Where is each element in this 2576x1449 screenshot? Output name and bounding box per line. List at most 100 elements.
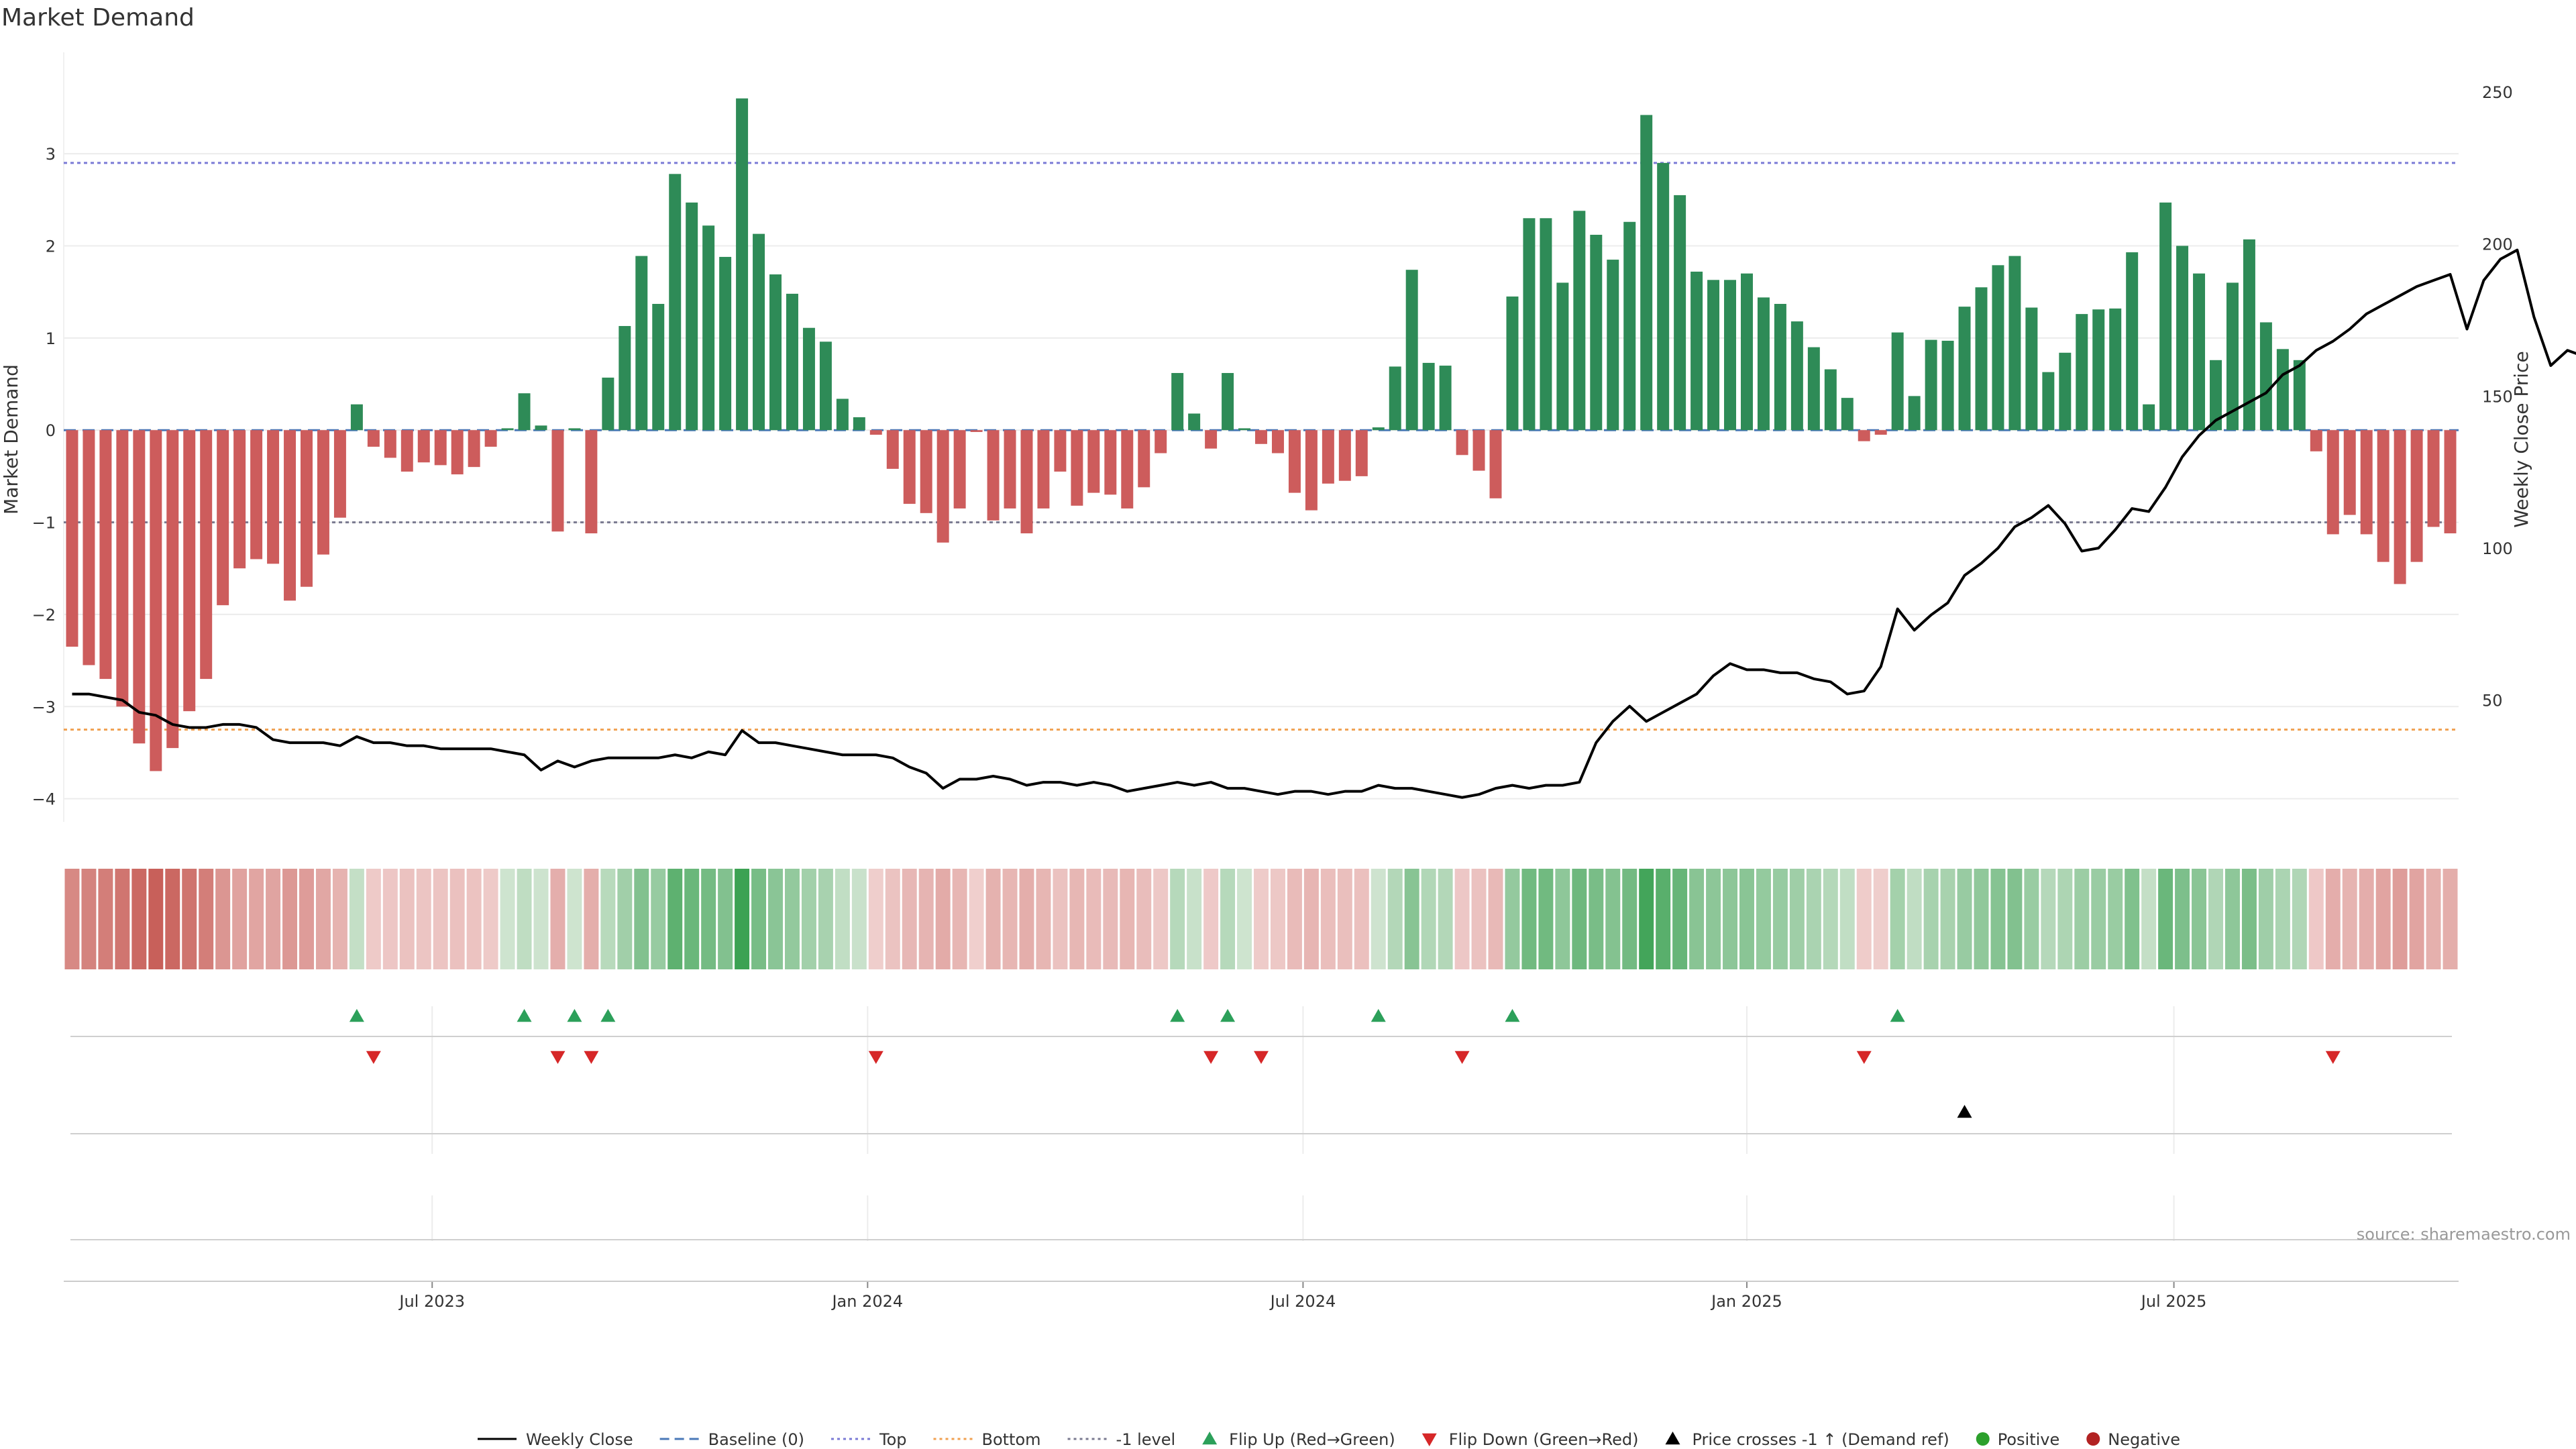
heat-cell <box>1739 869 1754 969</box>
demand-bar <box>970 430 983 432</box>
demand-bar <box>2059 352 2072 431</box>
heat-cell <box>1639 869 1654 969</box>
flip-up-marker <box>349 1009 364 1022</box>
y-tick-label: −3 <box>32 698 56 716</box>
y2-tick-label: 150 <box>2482 387 2513 406</box>
legend-label: Positive <box>1998 1430 2060 1449</box>
demand-bar <box>384 430 396 458</box>
demand-bar <box>886 430 899 469</box>
heat-cell <box>2041 869 2056 969</box>
heat-cell <box>1622 869 1638 969</box>
heat-cell <box>1907 869 1922 969</box>
demand-bar <box>819 341 832 431</box>
x-tick-label: Jan 2025 <box>1710 1292 1782 1311</box>
heat-cell <box>600 869 616 969</box>
demand-bar <box>434 430 447 466</box>
heat-cell <box>1672 869 1688 969</box>
demand-bar <box>2159 202 2172 431</box>
heat-cell <box>2308 869 2324 969</box>
demand-bar <box>602 377 614 431</box>
demand-bar <box>284 430 297 601</box>
legend-label: -1 level <box>1116 1430 1176 1449</box>
heat-cell <box>299 869 314 969</box>
demand-bar <box>2143 404 2155 431</box>
demand-bar <box>1607 260 1619 431</box>
heat-cell <box>1103 869 1118 969</box>
demand-heat-strip <box>64 869 2458 969</box>
heat-cell <box>1002 869 1018 969</box>
heat-cell <box>1689 869 1705 969</box>
heat-cell <box>282 869 298 969</box>
heat-cell <box>2342 869 2357 969</box>
demand-bar <box>2293 360 2306 431</box>
demand-bar <box>753 233 765 431</box>
event-markers-layer <box>349 1009 2341 1118</box>
demand-bar <box>836 398 849 431</box>
heat-cell <box>2275 869 2290 969</box>
demand-bar <box>301 430 313 587</box>
demand-bar <box>585 430 598 534</box>
heat-cell <box>1572 869 1587 969</box>
heat-cell <box>98 869 113 969</box>
demand-bar <box>1155 430 1167 453</box>
demand-bar <box>1556 282 1569 431</box>
demand-bar <box>736 98 749 431</box>
heat-cell <box>1237 869 1252 969</box>
heat-cell <box>985 869 1001 969</box>
demand-bar <box>920 430 932 513</box>
demand-bar <box>568 428 581 431</box>
heat-cell <box>684 869 700 969</box>
legend-label: Flip Down (Green→Red) <box>1449 1430 1639 1449</box>
heat-cell <box>1990 869 2006 969</box>
demand-bar <box>400 430 413 472</box>
demand-bar <box>551 430 564 532</box>
heat-cell <box>1823 869 1838 969</box>
demand-bar <box>1958 307 1971 431</box>
demand-bar <box>133 430 146 744</box>
demand-bar <box>2444 430 2457 534</box>
demand-bar <box>953 430 966 508</box>
heat-cell <box>751 869 767 969</box>
weekly-close-layer <box>72 248 2576 799</box>
heat-cell <box>517 869 532 969</box>
demand-bar <box>2377 430 2390 562</box>
y-tick-label: 1 <box>46 329 56 348</box>
heat-cell <box>784 869 800 969</box>
y-axis-label: Market Demand <box>0 364 22 515</box>
demand-bar <box>936 430 949 543</box>
demand-bar <box>83 430 95 665</box>
heat-cell <box>1538 869 1554 969</box>
heat-cell <box>2074 869 2090 969</box>
heat-cell <box>1555 869 1570 969</box>
demand-bar <box>1506 297 1519 431</box>
heat-cell <box>2192 869 2207 969</box>
demand-bar <box>2343 430 2356 515</box>
heat-cell <box>918 869 934 969</box>
demand-bar <box>2276 349 2289 431</box>
heat-cell <box>2359 869 2374 969</box>
heat-cell <box>2409 869 2424 969</box>
flip-down-marker <box>1254 1051 1269 1064</box>
heat-cell <box>1656 869 1671 969</box>
demand-bar <box>1054 430 1067 472</box>
heat-cell <box>1589 869 1604 969</box>
demand-bar <box>1489 430 1502 498</box>
flip-down-marker <box>550 1051 566 1064</box>
heat-cell <box>266 869 281 969</box>
demand-bar <box>1657 162 1670 431</box>
heat-cell <box>2292 869 2307 969</box>
heat-cell <box>1890 869 1905 969</box>
heat-cell <box>1404 869 1419 969</box>
demand-bar <box>518 393 531 431</box>
flip-up-marker <box>517 1009 532 1022</box>
heat-cell <box>1354 869 1369 969</box>
heat-cell <box>1120 869 1135 969</box>
source-note: source: sharemaestro.com <box>2357 1225 2571 1244</box>
legend-item: Top <box>831 1430 907 1449</box>
heat-cell <box>667 869 683 969</box>
legend-swatch <box>2086 1432 2100 1446</box>
heat-cell <box>1957 869 1972 969</box>
heat-cell <box>349 869 364 969</box>
heat-cell <box>1723 869 1738 969</box>
heat-cell <box>315 869 331 969</box>
